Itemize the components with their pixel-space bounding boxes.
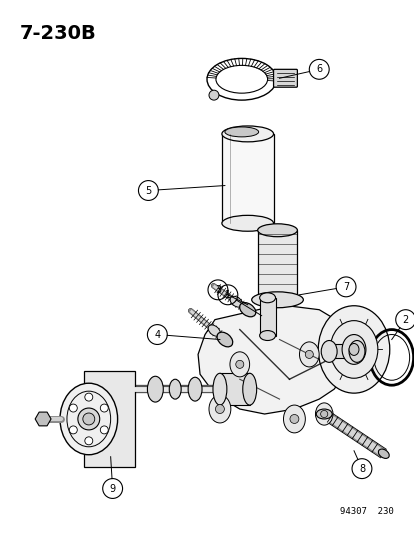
Bar — [260, 298, 276, 336]
Circle shape — [83, 413, 95, 425]
Circle shape — [78, 408, 100, 430]
Text: 2: 2 — [403, 314, 409, 325]
FancyBboxPatch shape — [273, 69, 298, 87]
Text: 7: 7 — [343, 282, 349, 292]
Ellipse shape — [169, 379, 181, 399]
Circle shape — [85, 393, 93, 401]
Text: 8: 8 — [359, 464, 365, 474]
Ellipse shape — [239, 303, 256, 317]
Ellipse shape — [315, 403, 333, 425]
Bar — [258, 230, 298, 300]
Ellipse shape — [60, 383, 117, 455]
Ellipse shape — [330, 321, 378, 378]
Bar — [329, 344, 357, 358]
Ellipse shape — [318, 306, 390, 393]
Ellipse shape — [230, 296, 243, 307]
Circle shape — [215, 405, 225, 414]
Circle shape — [69, 404, 77, 412]
Ellipse shape — [349, 343, 359, 356]
Bar — [220, 373, 250, 405]
Ellipse shape — [321, 341, 337, 362]
Ellipse shape — [378, 449, 389, 458]
Ellipse shape — [188, 377, 202, 401]
Text: 6: 6 — [316, 64, 322, 74]
Circle shape — [305, 350, 313, 358]
Circle shape — [100, 426, 108, 434]
Ellipse shape — [208, 325, 220, 336]
Bar — [84, 372, 135, 467]
Ellipse shape — [283, 405, 305, 433]
Text: 9: 9 — [110, 483, 116, 494]
Ellipse shape — [349, 341, 365, 362]
Ellipse shape — [258, 224, 298, 237]
Ellipse shape — [300, 342, 319, 367]
Circle shape — [321, 410, 328, 417]
Ellipse shape — [342, 335, 366, 365]
Ellipse shape — [243, 373, 256, 405]
Ellipse shape — [252, 292, 303, 308]
Circle shape — [85, 437, 93, 445]
Ellipse shape — [316, 409, 332, 419]
Circle shape — [100, 404, 108, 412]
Ellipse shape — [260, 330, 276, 341]
Bar — [222, 134, 273, 223]
Ellipse shape — [217, 332, 233, 347]
Ellipse shape — [222, 215, 273, 231]
Ellipse shape — [209, 395, 231, 423]
Ellipse shape — [147, 376, 163, 402]
Text: 4: 4 — [154, 329, 161, 340]
Text: 5: 5 — [145, 185, 151, 196]
Text: 94307  230: 94307 230 — [340, 507, 394, 516]
Ellipse shape — [222, 126, 273, 142]
Ellipse shape — [225, 127, 259, 137]
Circle shape — [69, 426, 77, 434]
Text: 7-230B: 7-230B — [19, 23, 96, 43]
Circle shape — [236, 360, 244, 368]
Text: 1: 1 — [225, 290, 231, 300]
Ellipse shape — [213, 373, 227, 405]
Circle shape — [290, 415, 299, 423]
Circle shape — [209, 90, 219, 100]
Polygon shape — [198, 305, 354, 414]
Text: 3: 3 — [215, 285, 221, 295]
Ellipse shape — [230, 352, 249, 377]
Ellipse shape — [260, 293, 276, 303]
Polygon shape — [35, 412, 51, 426]
